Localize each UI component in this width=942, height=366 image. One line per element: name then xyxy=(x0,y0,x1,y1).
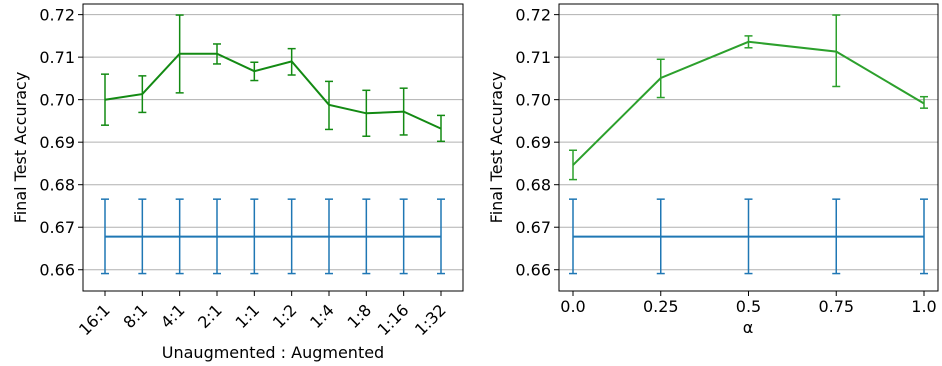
y-tick-label: 0.69 xyxy=(515,133,551,152)
y-tick-label: 0.66 xyxy=(515,261,551,280)
x-tick-label: 1:2 xyxy=(269,300,301,332)
y-axis-label: Final Test Accuracy xyxy=(11,72,30,224)
y-tick-label: 0.71 xyxy=(39,48,75,67)
x-tick-label: 8:1 xyxy=(120,300,152,332)
x-tick-label: 0.5 xyxy=(736,297,761,316)
x-tick-label: 0.0 xyxy=(560,297,585,316)
x-tick-label: 1:1 xyxy=(232,300,264,332)
series-1 xyxy=(101,198,445,275)
x-tick-label: 1:16 xyxy=(374,300,413,339)
y-axis-label: Final Test Accuracy xyxy=(487,72,506,224)
right-chart-panel: 0.66 0.67 0.68 0.69 0.70 0.71 0.72 0.0 0.25 0.5 0.… xyxy=(487,3,939,337)
x-tick-label: 1:4 xyxy=(306,300,338,332)
y-tick-label: 0.67 xyxy=(515,218,551,237)
y-tick-label: 0.66 xyxy=(39,261,75,280)
x-tick-label: 4:1 xyxy=(157,300,189,332)
x-tick-label: 2:1 xyxy=(194,300,226,332)
x-tick-label: 1:32 xyxy=(411,300,450,339)
x-tick-label: 0.75 xyxy=(818,297,854,316)
series-0 xyxy=(569,14,928,181)
y-tick-label: 0.71 xyxy=(515,48,551,67)
series-1 xyxy=(569,198,928,275)
x-axis-label: α xyxy=(743,318,754,337)
y-tick-label: 0.68 xyxy=(39,176,75,195)
y-tick-label: 0.72 xyxy=(39,6,75,25)
x-tick-label: 0.25 xyxy=(643,297,679,316)
x-axis-label: Unaugmented : Augmented xyxy=(162,343,384,362)
y-tick-label: 0.69 xyxy=(39,133,75,152)
y-tick-label: 0.67 xyxy=(39,218,75,237)
y-tick-label: 0.70 xyxy=(515,91,551,110)
series-0 xyxy=(101,14,445,143)
series-line xyxy=(572,40,925,166)
left-chart-panel: 0.66 0.67 0.68 0.69 0.70 0.71 0.72 16:1 8:1 4:1 2:… xyxy=(11,3,464,362)
series-line xyxy=(104,52,442,130)
y-tick-label: 0.72 xyxy=(515,6,551,25)
x-tick-label: 1:8 xyxy=(344,300,376,332)
x-tick-label: 1.0 xyxy=(911,297,936,316)
y-tick-label: 0.68 xyxy=(515,176,551,195)
x-tick-label: 16:1 xyxy=(75,300,114,339)
plot-frame xyxy=(82,3,464,292)
y-tick-label: 0.70 xyxy=(39,91,75,110)
